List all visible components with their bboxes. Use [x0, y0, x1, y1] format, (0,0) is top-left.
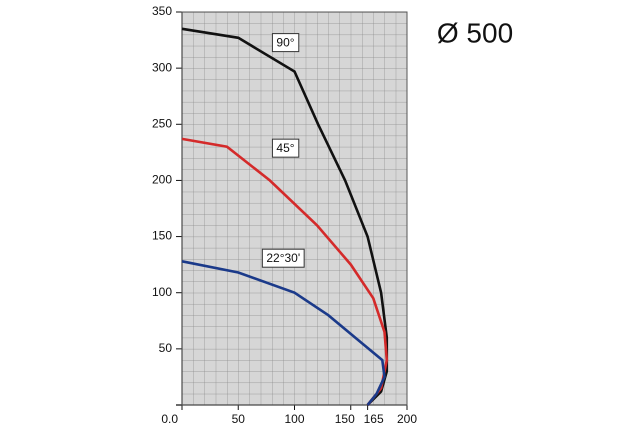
label-box — [271, 138, 300, 158]
curve-label: 22°30' — [266, 251, 300, 265]
y-tick-label: 150 — [152, 229, 172, 243]
x-tick-label: 0.0 — [161, 412, 178, 426]
x-tick-label: 100 — [284, 412, 304, 426]
curve — [181, 260, 386, 406]
label-box — [271, 33, 300, 53]
curve-label: 45° — [276, 141, 294, 155]
y-tick-label: 250 — [152, 116, 172, 130]
x-tick-label: 150 — [335, 412, 355, 426]
y-tick-label: 300 — [152, 60, 172, 74]
chart-title: Ø 500 — [437, 17, 513, 48]
y-tick-label: 50 — [159, 341, 173, 355]
y-tick-label: 200 — [152, 173, 172, 187]
y-tick-label: 350 — [152, 4, 172, 18]
y-tick-label: 100 — [152, 285, 172, 299]
label-box — [261, 248, 305, 268]
curve-label: 90° — [276, 36, 294, 50]
x-tick-label: 165 — [364, 412, 384, 426]
plot-border — [181, 11, 408, 406]
plot-area — [182, 12, 407, 405]
x-tick-label: 50 — [232, 412, 246, 426]
x-tick-label: 200 — [397, 412, 417, 426]
